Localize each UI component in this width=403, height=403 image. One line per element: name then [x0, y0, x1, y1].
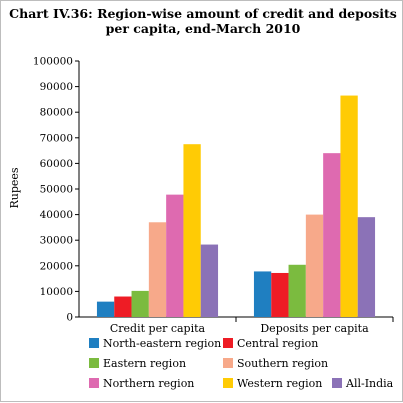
bar — [253, 271, 272, 317]
y-tick-label: 80000 — [40, 107, 73, 119]
bar — [288, 264, 306, 317]
y-tick-label: 20000 — [40, 260, 73, 272]
legend: North-eastern region Central region Easter… — [89, 337, 394, 390]
legend-swatch — [223, 378, 233, 388]
legend-label: Southern region — [237, 357, 328, 370]
chart-title-line-2: per capita, end-March 2010 — [106, 21, 301, 36]
y-tick-label: 50000 — [40, 184, 73, 196]
legend-swatch — [89, 338, 99, 348]
y-tick-label: 10000 — [40, 286, 73, 298]
bar — [131, 290, 149, 317]
y-tick-label: 30000 — [40, 235, 73, 247]
y-tick-label: 60000 — [40, 158, 73, 170]
legend-swatch — [332, 378, 342, 388]
legend-label: Eastern region — [103, 357, 186, 370]
legend-label: North-eastern region — [103, 337, 221, 350]
y-tick-label: 100000 — [33, 56, 73, 68]
bar — [148, 222, 167, 317]
bar — [323, 153, 341, 317]
bar — [340, 95, 358, 317]
legend-label: Northern region — [103, 377, 194, 390]
bar — [114, 296, 132, 317]
legend-label: Central region — [237, 337, 318, 350]
bar — [200, 244, 219, 317]
plot-area: 0 10000 20000 30000 40000 50000 60000 70000 8000… — [33, 56, 394, 335]
bar — [357, 217, 376, 317]
bar — [166, 194, 184, 317]
y-tick-label: 40000 — [40, 209, 73, 221]
bar — [305, 214, 324, 317]
legend-swatch — [223, 338, 233, 348]
x-category-label: Credit per capita — [110, 322, 206, 335]
chart-title-line-1: Chart IV.36: Region-wise amount of credi… — [9, 6, 397, 21]
y-tick-label: 90000 — [40, 81, 73, 93]
y-axis-title: Rupees — [8, 167, 21, 208]
x-category-label: Deposits per capita — [260, 322, 369, 335]
bar — [183, 144, 201, 317]
legend-swatch — [89, 358, 99, 368]
legend-swatch — [89, 378, 99, 388]
legend-label: Western region — [237, 377, 322, 390]
bar — [96, 301, 115, 317]
legend-label: All-India — [345, 377, 394, 390]
bar — [271, 272, 289, 317]
y-tick-label: 70000 — [40, 132, 73, 144]
y-tick-label: 0 — [66, 312, 73, 324]
legend-swatch — [223, 358, 233, 368]
